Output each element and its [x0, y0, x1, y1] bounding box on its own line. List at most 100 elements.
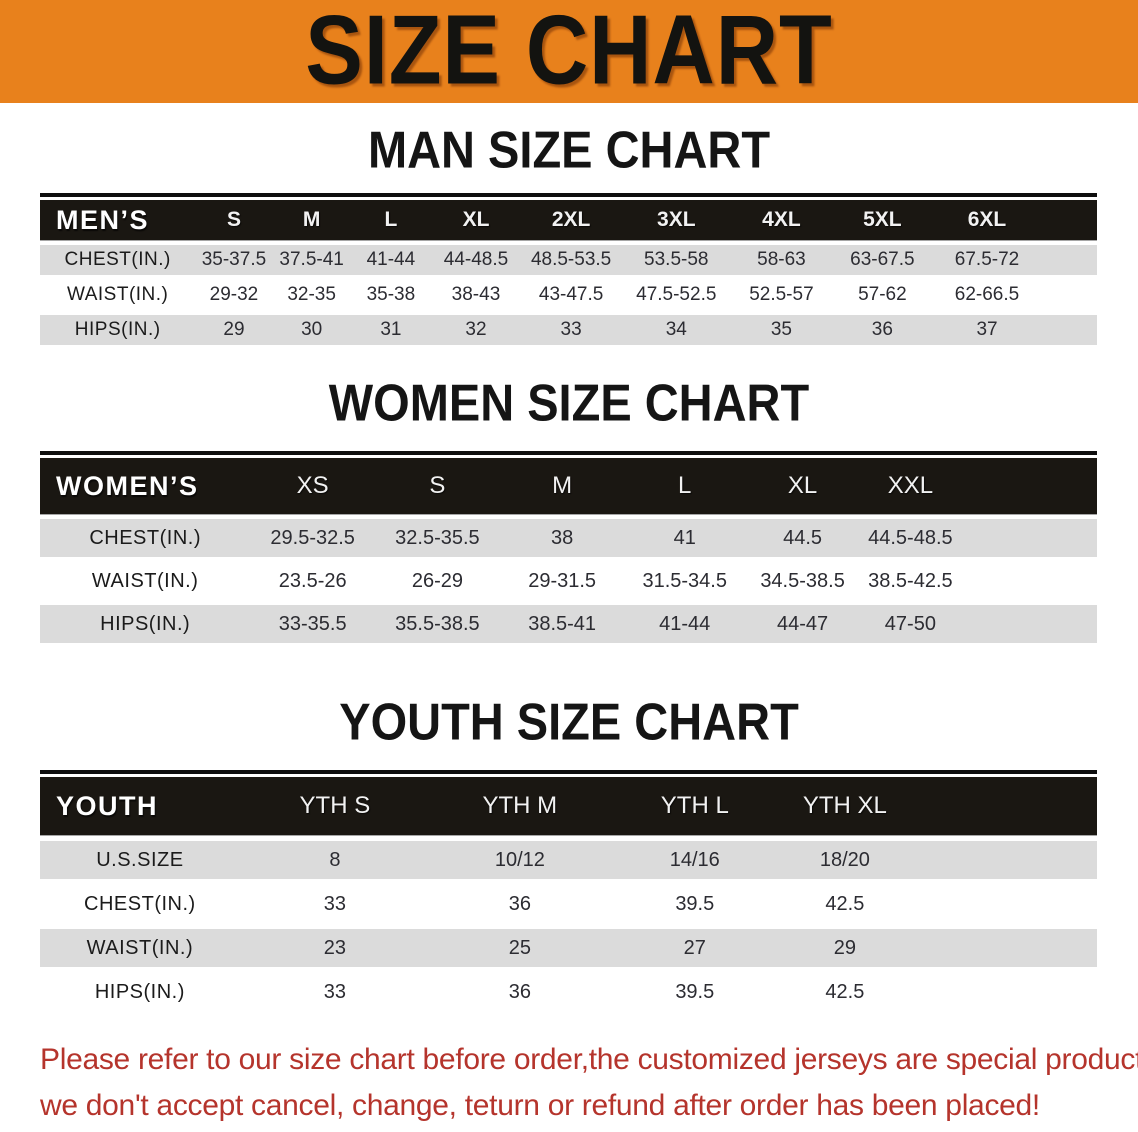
- men-size-table: MEN’S S M L XL 2XL 3XL 4XL 5XL 6XL CHEST(IN.) 35-37…: [40, 193, 1097, 345]
- banner-title: SIZE CHART: [305, 0, 833, 106]
- youth-section-heading: YOUTH SIZE CHART: [0, 692, 1138, 751]
- size-value-cell: 27: [683, 936, 706, 959]
- size-value-cell: 35.5-38.5: [395, 612, 480, 635]
- table-header-row: YOUTH YTH S YTH M YTH L YTH XL: [40, 777, 1097, 835]
- size-value-cell: 23.5-26: [278, 569, 347, 592]
- table-row: CHEST(IN.) 33 36 39.5 42.5: [40, 885, 1097, 923]
- size-column-header: L: [384, 208, 398, 231]
- size-value-cell: 33: [323, 980, 347, 1003]
- size-value-cell: 29: [223, 319, 245, 340]
- size-value-cell: 41-44: [366, 249, 416, 270]
- size-value-cell: 47.5-52.5: [636, 284, 717, 305]
- size-value-cell: 39.5: [675, 892, 715, 915]
- size-value-cell: 48.5-53.5: [530, 249, 612, 270]
- table-top-rule: [40, 451, 1097, 455]
- size-value-cell: 44.5-48.5: [868, 526, 953, 549]
- size-value-cell: 38.5-42.5: [868, 569, 953, 592]
- size-column-header: M: [552, 472, 573, 499]
- table-header-row: MEN’S S M L XL 2XL 3XL 4XL 5XL 6XL: [40, 200, 1097, 240]
- size-value-cell: 32: [465, 319, 487, 340]
- size-value-cell: 31: [380, 319, 402, 340]
- size-column-header: 2XL: [551, 208, 591, 231]
- size-value-cell: 34.5-38.5: [760, 569, 845, 592]
- size-value-cell: 42.5: [825, 892, 865, 915]
- measurement-row-label: HIPS(IN.): [100, 612, 191, 635]
- size-value-cell: 58-63: [757, 249, 806, 270]
- size-column-header: L: [678, 472, 692, 499]
- women-size-section: WOMEN SIZE CHART WOMEN’S XS S M L XL XXL CHEST(…: [0, 373, 1138, 643]
- table-row: WAIST(IN.) 29-32 32-35 35-38 38-43 43-47.5 47.…: [40, 280, 1097, 310]
- women-size-table: WOMEN’S XS S M L XL XXL CHEST(IN.) 29.5-32.5 32.5…: [40, 451, 1097, 643]
- size-value-cell: 44-48.5: [443, 249, 509, 270]
- size-value-cell: 35-38: [366, 284, 416, 305]
- size-value-cell: 63-67.5: [850, 249, 915, 270]
- size-value-cell: 14/16: [669, 848, 720, 871]
- table-row: HIPS(IN.) 29 30 31 32 33 34 35 36 37: [40, 315, 1097, 345]
- size-value-cell: 23: [323, 936, 347, 959]
- size-value-cell: 29-31.5: [528, 569, 597, 592]
- size-column-header: YTH XL: [802, 792, 887, 819]
- men-size-section: MAN SIZE CHART MEN’S S M L XL 2XL 3XL 4XL 5XL 6XL…: [0, 120, 1138, 345]
- size-column-header: 3XL: [657, 208, 696, 231]
- order-disclaimer: Please refer to our size chart before or…: [40, 1037, 1138, 1129]
- size-value-cell: 62-66.5: [954, 284, 1020, 305]
- measurement-row-label: CHEST(IN.): [84, 892, 196, 915]
- size-column-header: XXL: [887, 472, 934, 499]
- size-value-cell: 44-47: [776, 612, 829, 635]
- size-column-header: M: [302, 208, 321, 231]
- table-title-cell: MEN’S: [56, 204, 150, 235]
- disclaimer-line-2: we don't accept cancel, change, teturn o…: [40, 1089, 1040, 1122]
- size-value-cell: 18/20: [819, 848, 870, 871]
- youth-section-heading-text: YOUTH SIZE CHART: [339, 692, 799, 751]
- size-value-cell: 44.5: [783, 526, 823, 549]
- size-value-cell: 31.5-34.5: [642, 569, 727, 592]
- size-value-cell: 25: [508, 936, 531, 959]
- measurement-row-label: HIPS(IN.): [74, 319, 161, 340]
- size-value-cell: 35-37.5: [201, 249, 267, 270]
- size-value-cell: 10/12: [494, 848, 545, 871]
- size-column-header: XL: [787, 472, 818, 499]
- size-column-header: 5XL: [863, 208, 902, 231]
- measurement-row-label: HIPS(IN.): [94, 980, 185, 1003]
- size-column-header: S: [226, 208, 241, 231]
- table-row: HIPS(IN.) 33-35.5 35.5-38.5 38.5-41 41-44 44-…: [40, 605, 1097, 643]
- table-row: CHEST(IN.) 35-37.5 37.5-41 41-44 44-48.5 48.5…: [40, 245, 1097, 275]
- youth-size-table: YOUTH YTH S YTH M YTH L YTH XL U.S.SIZE 8 10/12…: [40, 770, 1097, 1011]
- table-row: HIPS(IN.) 33 36 39.5 42.5: [40, 973, 1097, 1011]
- size-column-header: XL: [462, 208, 490, 231]
- size-value-cell: 47-50: [884, 612, 936, 635]
- measurement-row-label: WAIST(IN.): [91, 569, 199, 592]
- size-value-cell: 33-35.5: [278, 612, 347, 635]
- table-title-cell: WOMEN’S: [56, 470, 199, 501]
- size-value-cell: 33: [560, 319, 582, 340]
- size-value-cell: 37: [976, 319, 998, 340]
- size-column-header: YTH S: [299, 792, 371, 819]
- size-value-cell: 43-47.5: [538, 284, 604, 305]
- women-section-heading-text: WOMEN SIZE CHART: [328, 373, 810, 432]
- size-value-cell: 41: [673, 526, 696, 549]
- size-value-cell: 38-43: [451, 284, 501, 305]
- size-value-cell: 38.5-41: [528, 612, 597, 635]
- size-value-cell: 57-62: [858, 284, 907, 305]
- size-value-cell: 26-29: [411, 569, 463, 592]
- table-row: WAIST(IN.) 23.5-26 26-29 29-31.5 31.5-34.5 34…: [40, 562, 1097, 600]
- size-value-cell: 35: [770, 319, 792, 340]
- men-section-heading-text: MAN SIZE CHART: [367, 120, 771, 179]
- measurement-row-label: WAIST(IN.): [86, 936, 194, 959]
- size-value-cell: 67.5-72: [954, 249, 1020, 270]
- size-column-header: YTH M: [482, 792, 558, 819]
- size-value-cell: 36: [508, 892, 531, 915]
- size-value-cell: 36: [508, 980, 531, 1003]
- size-value-cell: 34: [665, 319, 687, 340]
- size-value-cell: 38: [551, 526, 574, 549]
- measurement-row-label: CHEST(IN.): [89, 526, 201, 549]
- table-top-rule: [40, 193, 1097, 197]
- size-value-cell: 32-35: [287, 284, 336, 305]
- size-chart-banner: SIZE CHART: [0, 0, 1138, 103]
- table-row: U.S.SIZE 8 10/12 14/16 18/20: [40, 841, 1097, 879]
- size-value-cell: 42.5: [825, 980, 865, 1003]
- size-value-cell: 37.5-41: [279, 249, 344, 270]
- size-column-header: YTH L: [660, 792, 729, 819]
- size-value-cell: 41-44: [659, 612, 711, 635]
- size-value-cell: 36: [871, 319, 893, 340]
